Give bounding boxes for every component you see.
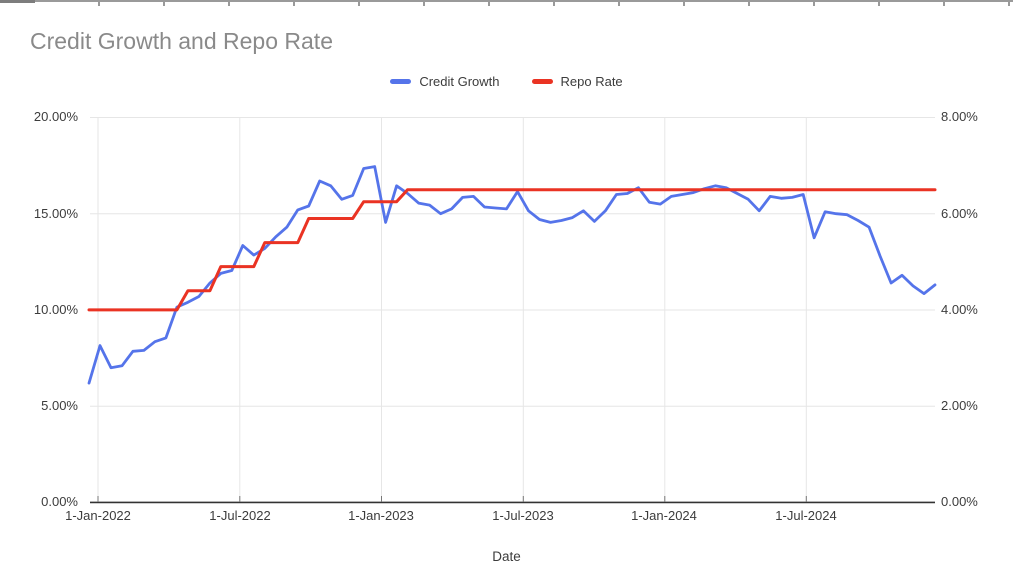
x-axis-tick: 1-Jul-2022: [209, 508, 271, 523]
left-axis-tick: 15.00%: [33, 206, 78, 221]
x-axis-title: Date: [492, 549, 521, 564]
legend: Credit Growth Repo Rate: [0, 74, 1013, 89]
x-axis-tick: 1-Jan-2024: [631, 508, 697, 523]
repo-rate-line: [87, 188, 937, 312]
legend-label: Repo Rate: [560, 74, 623, 89]
sheet-column-ticks: [35, 2, 1013, 6]
legend-item-repo-rate: Repo Rate: [531, 74, 623, 89]
credit-growth-swatch-icon: [390, 79, 412, 84]
sheet-row-border: [0, 0, 1013, 2]
sheet-corner-mark: [0, 0, 35, 3]
x-axis-baseline: [90, 496, 935, 504]
right-axis-tick: 4.00%: [941, 302, 978, 317]
right-axis-tick: 6.00%: [941, 206, 978, 221]
left-axis-tick: 10.00%: [33, 302, 78, 317]
x-axis-tick: 1-Jan-2022: [65, 508, 131, 523]
chart-title: Credit Growth and Repo Rate: [30, 28, 333, 54]
repo-rate-swatch-icon: [531, 79, 553, 84]
horizontal-gridlines: [90, 117, 935, 407]
right-axis-tick: 0.00%: [941, 494, 978, 509]
left-axis-tick: 20.00%: [33, 109, 78, 124]
left-axis-tick: 5.00%: [41, 398, 78, 413]
x-axis-tick: 1-Jul-2023: [492, 508, 554, 523]
x-axis-tick: 1-Jan-2023: [348, 508, 414, 523]
x-axis-tick: 1-Jul-2024: [775, 508, 837, 523]
right-axis-tick: 2.00%: [941, 398, 978, 413]
left-axis-tick: 0.00%: [41, 494, 78, 509]
legend-item-credit-growth: Credit Growth: [390, 74, 500, 89]
credit-growth-line: [87, 165, 937, 385]
right-axis-tick: 8.00%: [941, 109, 978, 124]
legend-label: Credit Growth: [419, 74, 500, 89]
